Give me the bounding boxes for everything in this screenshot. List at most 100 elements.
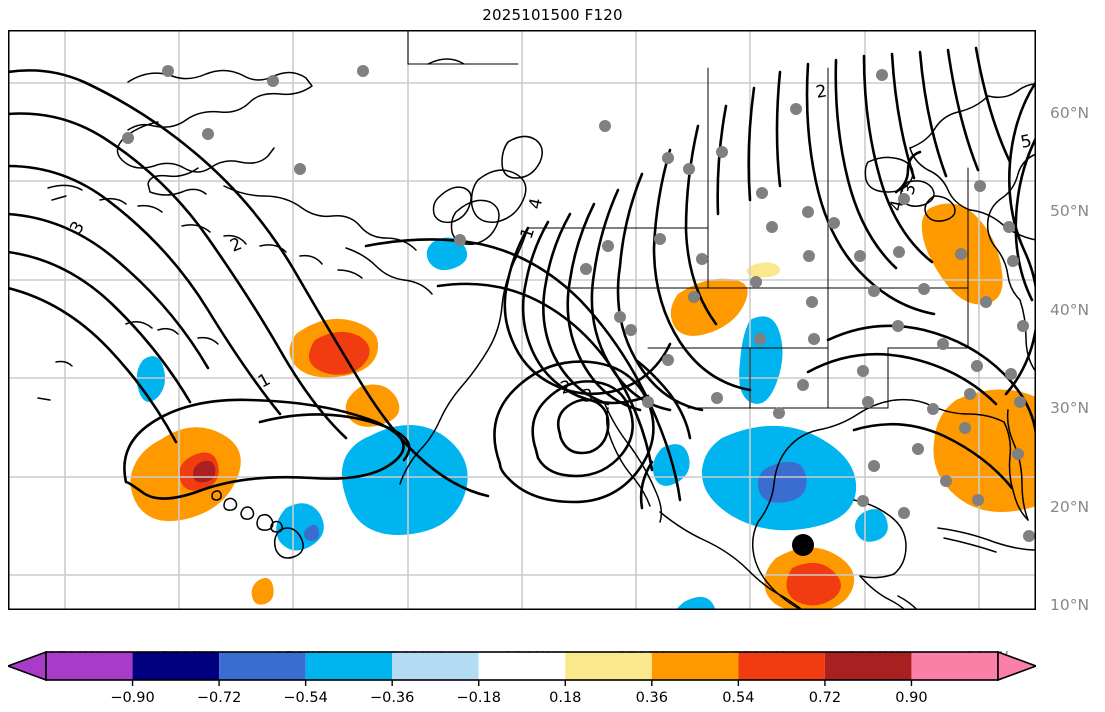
lat-label-5: 10°N [1050, 596, 1090, 614]
colorbar-segment [651, 652, 739, 680]
station-dot [803, 250, 815, 262]
station-dot [898, 507, 910, 519]
station-dot [868, 285, 880, 297]
station-dot [754, 333, 766, 345]
svg-text:4: 4 [525, 196, 547, 211]
colorbar-segment [392, 652, 479, 680]
svg-text:5: 5 [1019, 131, 1034, 153]
svg-text:2: 2 [558, 377, 573, 399]
station-dot [980, 296, 992, 308]
colorbar-tick-label: 0.72 [808, 690, 842, 706]
colorbar-extend-low [8, 650, 47, 682]
station-dot [937, 338, 949, 350]
station-dot [654, 233, 666, 245]
station-dot [773, 407, 785, 419]
station-dot [1007, 255, 1019, 267]
colorbar-tick-label: −0.36 [369, 690, 415, 706]
station-dot [854, 250, 866, 262]
storm-position-marker [792, 534, 814, 556]
lat-label-2: 40°N [1050, 301, 1090, 319]
station-dot [918, 283, 930, 295]
station-dot [802, 206, 814, 218]
page-title: 2025101500 F120 [482, 6, 623, 24]
station-dot [974, 180, 986, 192]
station-dot [294, 163, 306, 175]
colorbar-segment [911, 652, 998, 680]
station-dot [1005, 368, 1017, 380]
station-dot [162, 65, 174, 77]
station-dot [1012, 448, 1024, 460]
svg-text:3: 3 [581, 386, 595, 407]
colorbar-tick-label: −0.18 [456, 690, 501, 706]
station-dot [580, 263, 592, 275]
station-dot [955, 248, 967, 260]
colorbar-ticks [131, 680, 913, 686]
colorbar-tick-label: 0.18 [549, 690, 582, 706]
lat-label-3: 30°N [1050, 399, 1090, 417]
colorbar-segments [8, 650, 1036, 682]
station-dot [602, 240, 614, 252]
map-svg: 3 2 1 4 2 5 1 2 3 3 4 [8, 30, 1036, 610]
colorbar-tick-label: 0.36 [635, 690, 668, 706]
colorbar: −0.90 −0.72 −0.54 −0.36 −0.18 0.18 0.36 0.54 0.7… [8, 650, 1036, 708]
station-dot [868, 460, 880, 472]
station-dot [614, 311, 626, 323]
station-dot [599, 120, 611, 132]
colorbar-segment [565, 652, 652, 680]
station-dot [750, 276, 762, 288]
station-dot [898, 193, 910, 205]
station-dot [202, 128, 214, 140]
station-dot [857, 365, 869, 377]
station-dot [912, 443, 924, 455]
station-dot [971, 360, 983, 372]
station-dot [766, 221, 778, 233]
station-dot [959, 422, 971, 434]
svg-text:2: 2 [814, 81, 828, 103]
coastlines [37, 30, 1036, 610]
station-dot [662, 152, 674, 164]
station-dot [696, 253, 708, 265]
colorbar-tick-label: −0.90 [110, 690, 155, 706]
station-dot [964, 388, 976, 400]
colorbar-tick-label: −0.54 [283, 690, 328, 706]
station-dot [357, 65, 369, 77]
colorbar-segment [219, 652, 306, 680]
colorbar-segment [824, 652, 912, 680]
station-dot [940, 475, 952, 487]
station-dot [122, 132, 134, 144]
station-dot [972, 494, 984, 506]
station-dot [711, 392, 723, 404]
lat-label-0: 60°N [1050, 104, 1090, 122]
station-dot [927, 403, 939, 415]
station-dot [857, 495, 869, 507]
station-dot [862, 396, 874, 408]
station-dot [1017, 320, 1029, 332]
lat-label-4: 20°N [1050, 498, 1090, 516]
colorbar-segment [738, 652, 825, 680]
station-dot [1003, 221, 1015, 233]
lat-label-1: 50°N [1050, 202, 1090, 220]
station-dot [828, 217, 840, 229]
station-dot [1014, 396, 1026, 408]
station-dot [876, 69, 888, 81]
station-dot [797, 379, 809, 391]
station-dot [267, 75, 279, 87]
map-panel: 3 2 1 4 2 5 1 2 3 3 4 [8, 30, 1089, 666]
colorbar-segment [305, 652, 393, 680]
colorbar-segment [132, 652, 220, 680]
station-dot [662, 354, 674, 366]
station-dot [808, 333, 820, 345]
station-dot [454, 234, 466, 246]
station-dot [756, 187, 768, 199]
station-dot [642, 396, 654, 408]
colorbar-tick-label: 0.90 [895, 690, 928, 706]
station-dots [122, 65, 1035, 542]
station-dot [1023, 530, 1035, 542]
station-dot [688, 291, 700, 303]
colorbar-segment [478, 652, 566, 680]
colorbar-extend-high [997, 650, 1036, 682]
station-dot [716, 146, 728, 158]
station-dot [892, 320, 904, 332]
map-frame [8, 30, 1036, 610]
